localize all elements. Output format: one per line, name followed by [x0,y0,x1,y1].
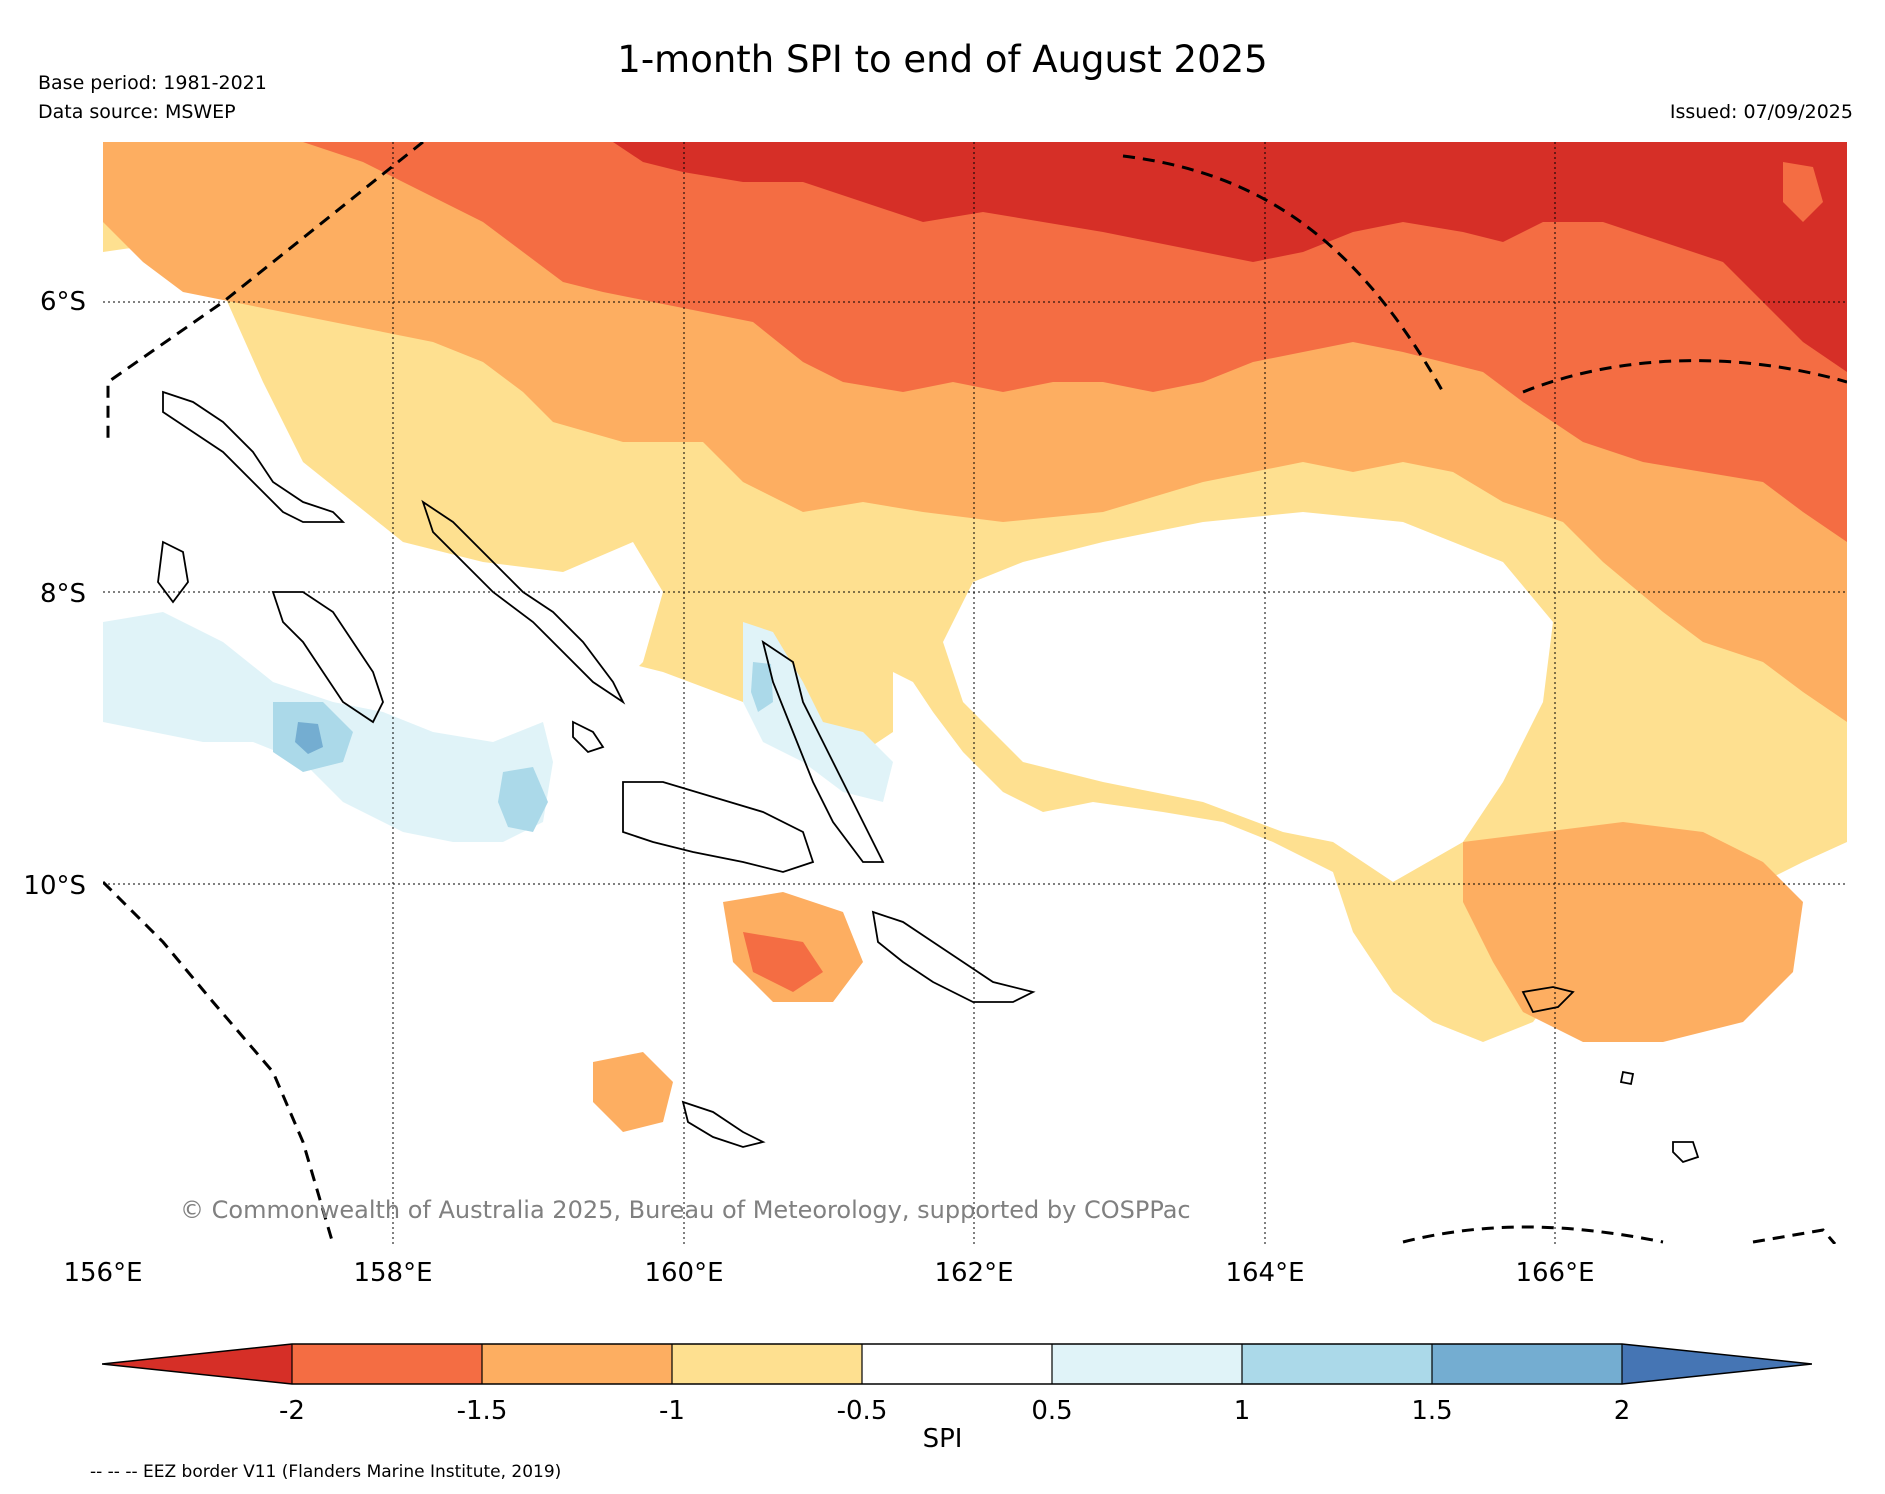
wet-patch-3 [751,662,773,712]
eez-borders [103,142,1847,1244]
eez-border-northwest [106,142,424,442]
eez-border-south [1402,1225,1664,1244]
island-choiseul [421,499,626,705]
eez-border-southeast [1752,1228,1837,1244]
spi-shading [103,142,1847,1244]
island-outlines [157,390,1700,1164]
colorbar-slightly-dry [672,1344,862,1384]
colorbar-tick: -1.5 [456,1396,508,1426]
island-guadalcanal [622,781,815,873]
map-title: 1-month SPI to end of August 2025 [617,38,1268,81]
extreme-dry-north [613,142,1847,372]
lon-label-164e: 164°E [1225,1258,1305,1288]
very-dry-north [303,142,1847,542]
colorbar-extreme-wet-arrow [1622,1344,1812,1384]
colorbar-dry [482,1344,672,1384]
colorbar-tick: 1.5 [1411,1396,1453,1426]
normal-center [943,512,1553,882]
island-small-1 [1619,1070,1635,1086]
island-new-georgia [157,540,189,604]
slightly-wet-central [743,622,893,802]
colorbar-tick: 0.5 [1031,1396,1073,1426]
dry-patch-rennell [593,1052,673,1132]
colorbar-label: SPI [922,1424,963,1454]
island-makira [871,910,1036,1003]
lon-label-162e: 162°E [934,1258,1014,1288]
very-dry-patch-makira [743,932,823,992]
island-santa-cruz [1521,986,1575,1014]
colorbar-tick: 1 [1233,1396,1251,1426]
island-bougainville [162,390,346,523]
spi-colorbar [102,1343,1812,1385]
normal-south-west [103,962,923,1244]
island-vanikoro [1672,1141,1700,1164]
very-wet-core [295,722,323,754]
island-santa-isabel [271,591,384,724]
colorbar-tick: -2 [279,1396,305,1426]
island-rennell [681,1100,766,1148]
colorbar-tick: -0.5 [836,1396,888,1426]
island-small-2 [572,720,605,754]
spi-map: © Commonwealth of Australia 2025, Bureau… [103,142,1847,1244]
base-period-text: Base period: 1981-2021 [38,72,267,94]
lon-label-166e: 166°E [1515,1258,1595,1288]
eez-border-east [1522,359,1847,394]
lat-label-6s: 6°S [39,287,86,317]
island-malaita [761,639,885,863]
colorbar-extreme-dry-arrow [102,1344,292,1384]
lon-label-156e: 156°E [63,1258,143,1288]
colorbar-wet [1242,1344,1432,1384]
copyright-text: © Commonwealth of Australia 2025, Bureau… [180,1196,1191,1224]
lat-label-8s: 8°S [39,579,86,609]
lon-label-158e: 158°E [353,1258,433,1288]
normal-west [103,242,663,1102]
issued-date-text: Issued: 07/09/2025 [1669,101,1853,123]
colorbar-tick: -1 [659,1396,685,1426]
eez-border-note: -- -- -- EEZ border V11 (Flanders Marine… [90,1462,562,1482]
very-dry-patch-east [1783,162,1823,222]
colorbar-normal [862,1344,1052,1384]
lat-label-10s: 10°S [23,871,86,901]
colorbar-slightly-wet [1052,1344,1242,1384]
wet-patch-2 [498,767,548,832]
colorbar-very-dry [292,1344,482,1384]
lon-label-160e: 160°E [644,1258,724,1288]
data-source-text: Data source: MSWEP [38,101,236,123]
eez-border-northeast [1122,154,1445,393]
eez-border-southwest [103,880,335,1244]
colorbar-very-wet [1432,1344,1622,1384]
colorbar-tick: 2 [1613,1396,1631,1426]
graticule [103,142,1847,1244]
